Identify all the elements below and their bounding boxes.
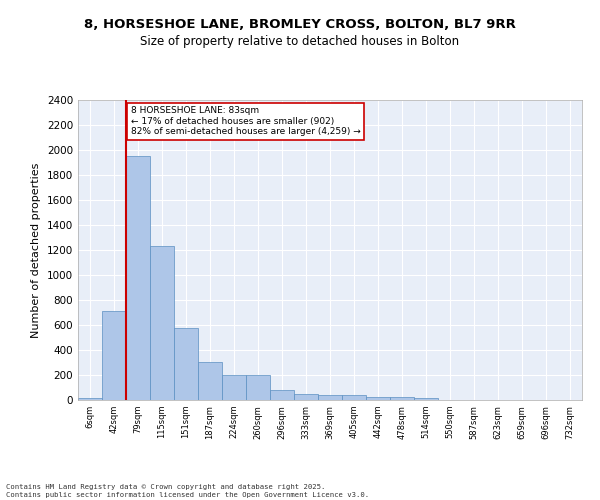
Bar <box>198 362 222 400</box>
Bar <box>366 396 390 400</box>
Bar <box>246 375 270 400</box>
Y-axis label: Number of detached properties: Number of detached properties <box>31 162 41 338</box>
Bar <box>414 398 438 400</box>
Text: 8 HORSESHOE LANE: 83sqm
← 17% of detached houses are smaller (902)
82% of semi-d: 8 HORSESHOE LANE: 83sqm ← 17% of detache… <box>131 106 361 136</box>
Bar <box>270 390 294 400</box>
Bar <box>102 311 126 400</box>
Text: Size of property relative to detached houses in Bolton: Size of property relative to detached ho… <box>140 35 460 48</box>
Bar <box>174 328 198 400</box>
Bar <box>342 395 366 400</box>
Bar <box>222 375 246 400</box>
Bar <box>390 396 414 400</box>
Bar <box>150 246 174 400</box>
Bar <box>126 156 150 400</box>
Bar <box>294 394 318 400</box>
Text: 8, HORSESHOE LANE, BROMLEY CROSS, BOLTON, BL7 9RR: 8, HORSESHOE LANE, BROMLEY CROSS, BOLTON… <box>84 18 516 30</box>
Bar <box>78 398 102 400</box>
Bar <box>318 395 342 400</box>
Text: Contains HM Land Registry data © Crown copyright and database right 2025.
Contai: Contains HM Land Registry data © Crown c… <box>6 484 369 498</box>
